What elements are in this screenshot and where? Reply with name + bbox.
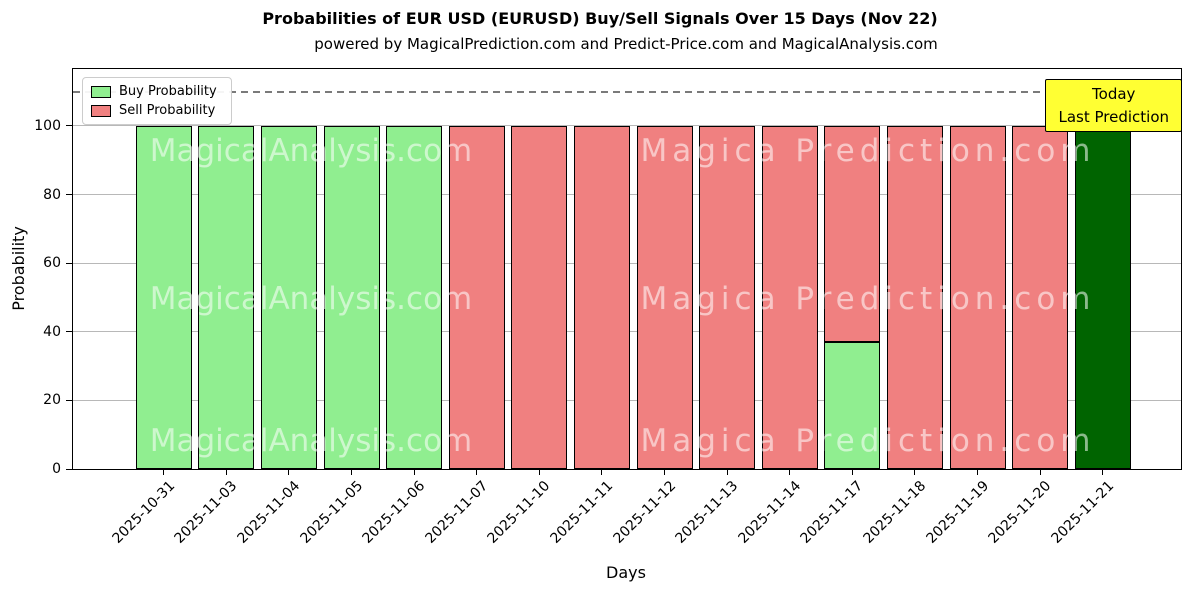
x-tick-mark bbox=[851, 470, 853, 475]
y-tick-mark bbox=[66, 262, 72, 264]
bar-buy-segment bbox=[135, 125, 192, 469]
bar-sell-segment bbox=[699, 125, 756, 469]
bar-sell-segment bbox=[949, 125, 1006, 469]
legend-entry-sell: Sell Probability bbox=[91, 104, 217, 117]
y-tick-mark bbox=[66, 331, 72, 333]
annotation-line-2: Last Prediction bbox=[1058, 107, 1169, 126]
y-tick-mark bbox=[66, 194, 72, 196]
dashed-guide-line bbox=[73, 91, 1181, 93]
x-tick-mark bbox=[163, 470, 165, 475]
bar-sell-segment bbox=[761, 125, 818, 469]
chart-title: Probabilities of EUR USD (EURUSD) Buy/Se… bbox=[262, 9, 938, 28]
x-tick-mark bbox=[413, 470, 415, 475]
x-tick-mark bbox=[789, 470, 791, 475]
x-tick-mark bbox=[914, 470, 916, 475]
legend-swatch-sell-icon bbox=[91, 104, 111, 117]
watermark-text-left: MagicalAnalysis.com bbox=[149, 423, 473, 459]
bar-sell-segment bbox=[511, 125, 568, 469]
x-tick-mark bbox=[225, 470, 227, 475]
bar-buy-segment bbox=[1074, 125, 1131, 469]
x-tick-mark bbox=[288, 470, 290, 475]
chart-subtitle: powered by MagicalPrediction.com and Pre… bbox=[314, 35, 938, 53]
bar-sell-segment bbox=[448, 125, 505, 469]
y-tick-label: 60 bbox=[43, 255, 61, 272]
bar-buy-segment bbox=[198, 125, 255, 469]
y-tick-label: 20 bbox=[43, 392, 61, 409]
watermark-text-left: MagicalAnalysis.com bbox=[149, 281, 473, 317]
x-tick-mark bbox=[476, 470, 478, 475]
bar-sell-segment bbox=[636, 125, 693, 469]
x-tick-mark bbox=[726, 470, 728, 475]
today-annotation: Today Last Prediction bbox=[1045, 79, 1182, 132]
bar-buy-segment bbox=[323, 125, 380, 469]
x-tick-mark bbox=[351, 470, 353, 475]
legend-swatch-buy-icon bbox=[91, 85, 111, 98]
x-tick-mark bbox=[538, 470, 540, 475]
y-tick-mark bbox=[66, 399, 72, 401]
x-tick-mark bbox=[977, 470, 979, 475]
bar-buy-segment bbox=[386, 125, 443, 469]
y-tick-label: 80 bbox=[43, 186, 61, 203]
y-tick-label: 40 bbox=[43, 323, 61, 340]
y-tick-label: 100 bbox=[34, 117, 61, 134]
x-tick-mark bbox=[1102, 470, 1104, 475]
bar-buy-segment bbox=[260, 125, 317, 469]
legend-label-buy: Buy Probability bbox=[119, 84, 217, 99]
watermark-text-right: Magica Prediction.com bbox=[640, 423, 1096, 459]
y-tick-mark bbox=[66, 125, 72, 127]
y-tick-mark bbox=[66, 468, 72, 470]
legend-entry-buy: Buy Probability bbox=[91, 85, 217, 98]
annotation-line-1: Today bbox=[1092, 85, 1136, 103]
watermark-text-left: MagicalAnalysis.com bbox=[149, 133, 473, 169]
bar-sell-segment bbox=[886, 125, 943, 469]
x-axis-label: Days bbox=[606, 563, 646, 582]
watermark-text-right: Magica Prediction.com bbox=[640, 133, 1096, 169]
x-tick-mark bbox=[664, 470, 666, 475]
bar-sell-segment bbox=[1012, 125, 1069, 469]
y-tick-label: 0 bbox=[52, 461, 61, 477]
plot-area: Buy Probability Sell Probability Today L… bbox=[34, 68, 1182, 547]
bar-sell-segment bbox=[824, 125, 881, 343]
x-tick-mark bbox=[601, 470, 603, 475]
legend: Buy Probability Sell Probability bbox=[82, 77, 232, 125]
watermark-text-right: Magica Prediction.com bbox=[640, 281, 1096, 317]
bar-sell-segment bbox=[573, 125, 630, 469]
legend-label-sell: Sell Probability bbox=[119, 103, 216, 118]
bar-buy-segment bbox=[824, 342, 881, 469]
x-tick-mark bbox=[1039, 470, 1041, 475]
